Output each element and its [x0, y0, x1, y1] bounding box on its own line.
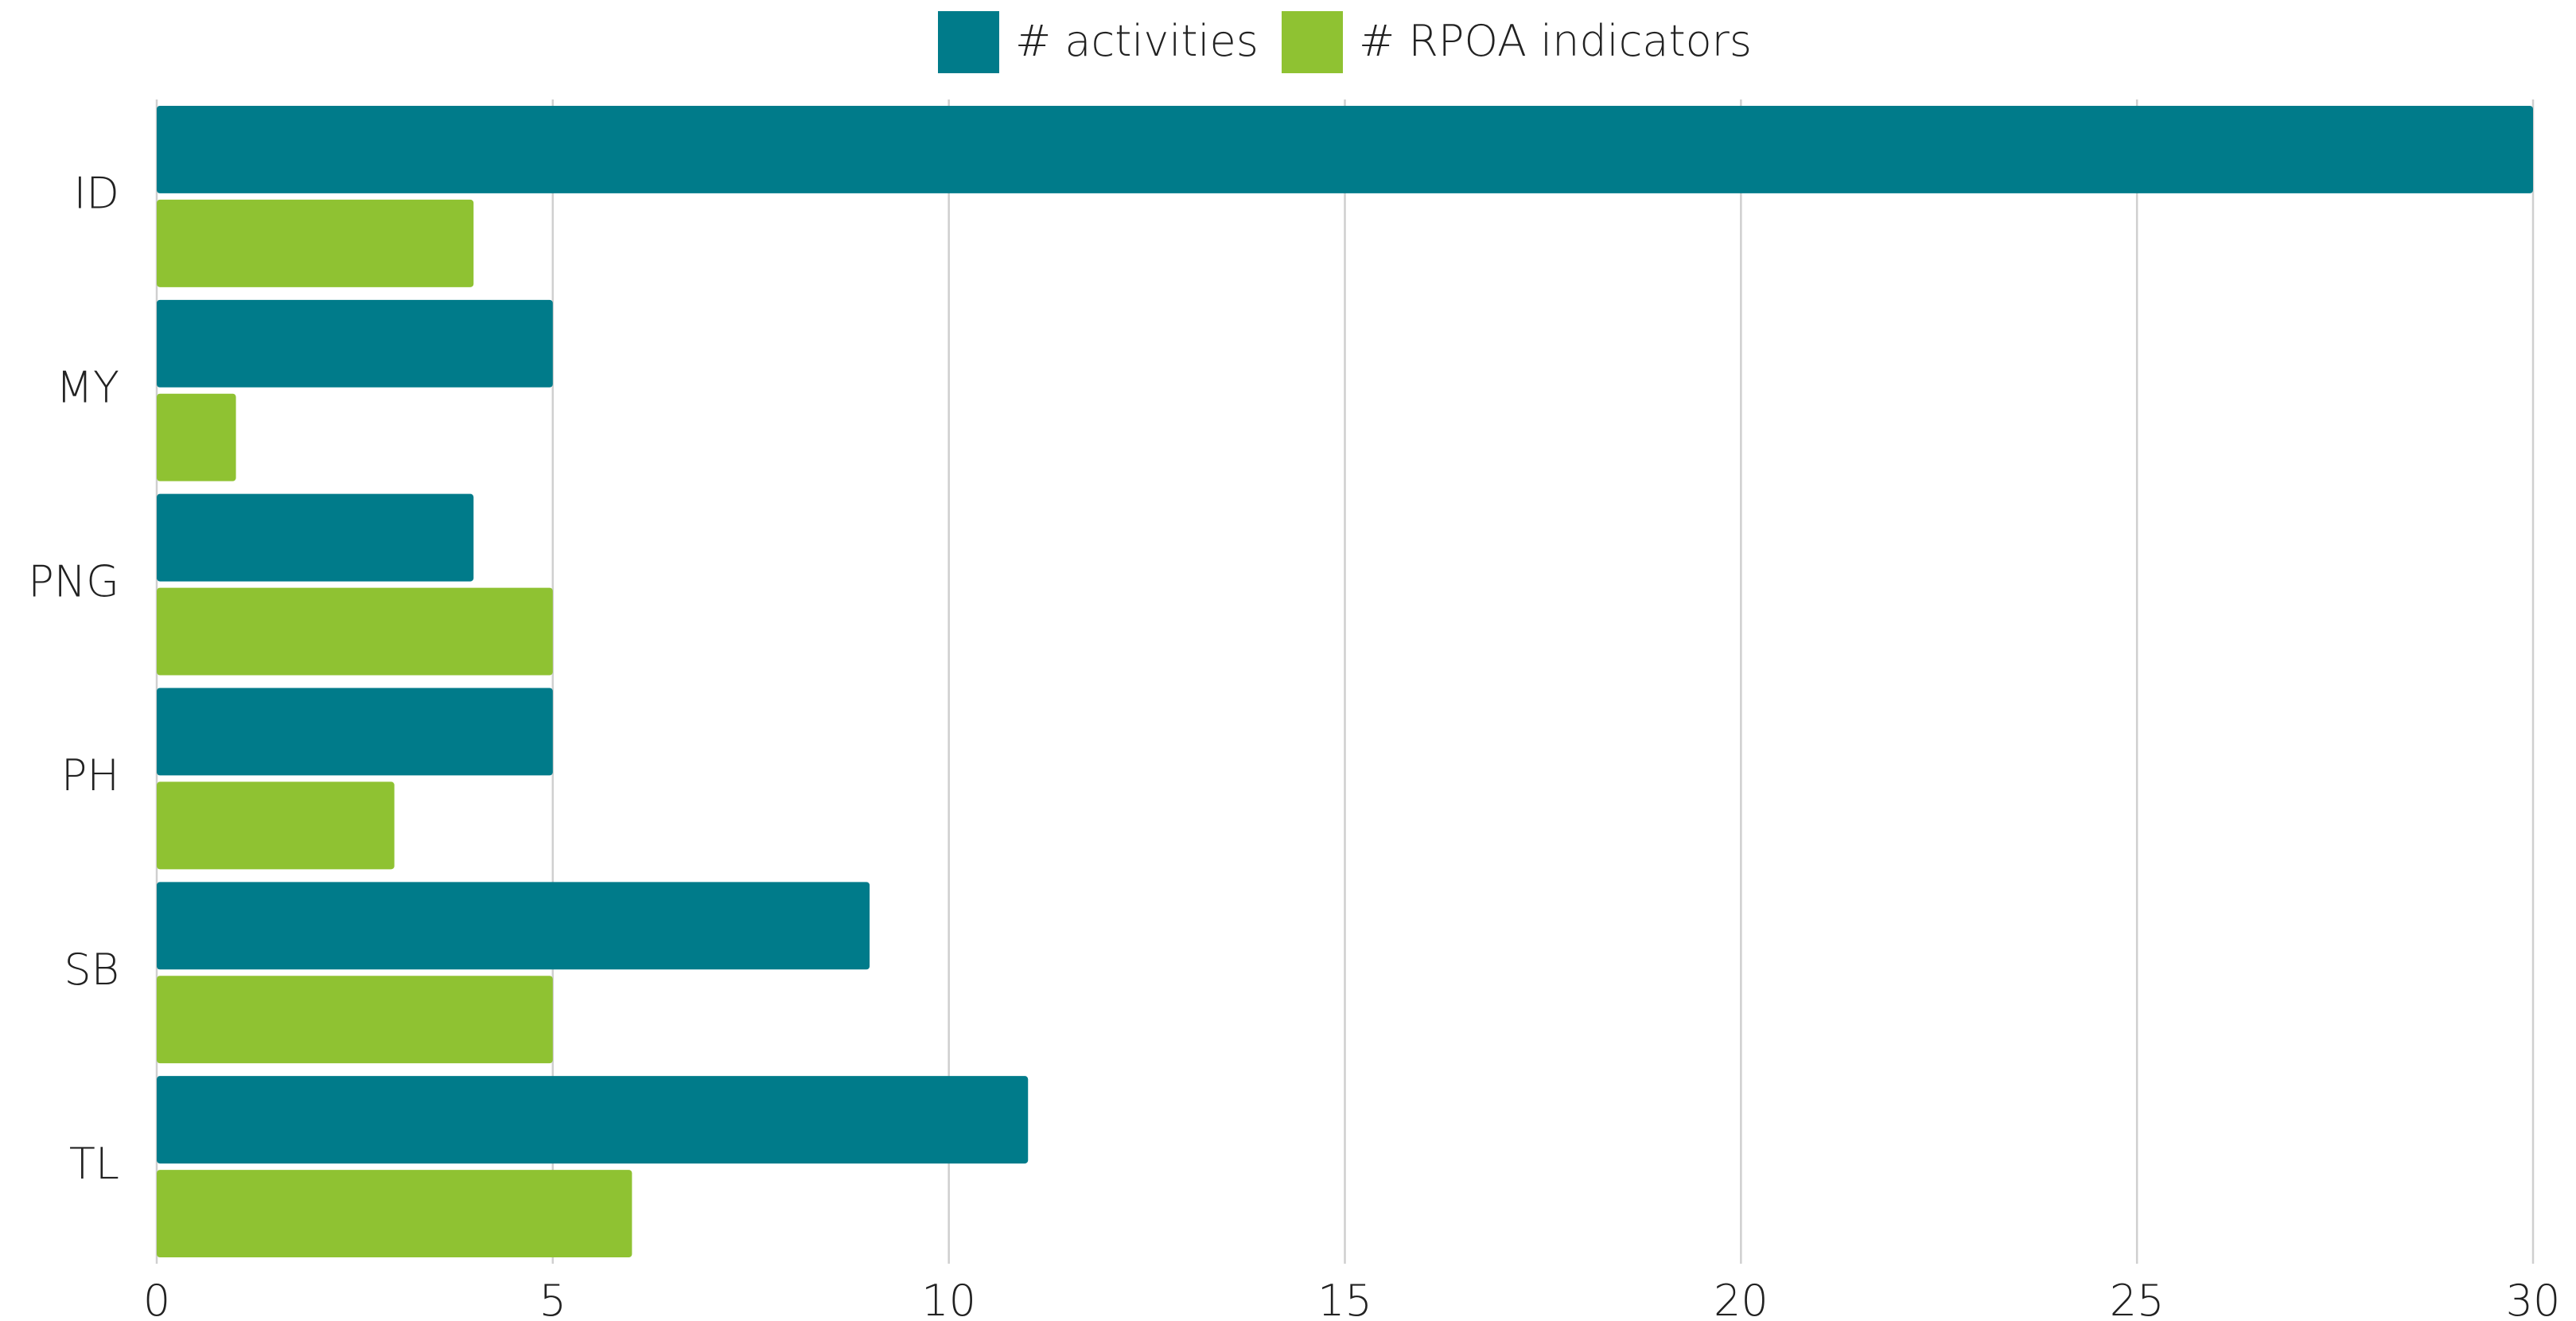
y-tick-label: PNG: [28, 556, 119, 606]
y-tick-label: TL: [69, 1139, 119, 1189]
legend-label: # RPOA indicators: [1359, 16, 1752, 66]
x-tick-label: 15: [1317, 1276, 1372, 1321]
x-tick-label: 5: [539, 1276, 566, 1321]
x-tick-label: 25: [2110, 1276, 2165, 1321]
bar: [157, 781, 395, 870]
y-tick-label: SB: [64, 945, 119, 995]
bar: [157, 587, 553, 676]
x-tick-label: 0: [143, 1276, 170, 1321]
y-tick-label: ID: [73, 169, 119, 219]
x-tick-label: 10: [921, 1276, 976, 1321]
bar: [157, 199, 474, 287]
legend-swatch: [1282, 11, 1343, 73]
bar: [157, 882, 870, 970]
bar: [157, 299, 553, 388]
bar: [157, 1170, 632, 1257]
y-tick-label: PH: [61, 750, 119, 801]
x-tick-label: 30: [2506, 1276, 2561, 1321]
y-tick-label: MY: [56, 363, 119, 413]
bar: [157, 976, 553, 1064]
bar: [157, 106, 2533, 193]
x-tick-label: 20: [1714, 1276, 1769, 1321]
legend-swatch: [938, 11, 999, 73]
bar: [157, 1076, 1029, 1164]
legend-label: # activities: [1015, 16, 1259, 66]
bar: [157, 688, 553, 776]
bar: [157, 393, 236, 481]
bar: [157, 493, 474, 582]
